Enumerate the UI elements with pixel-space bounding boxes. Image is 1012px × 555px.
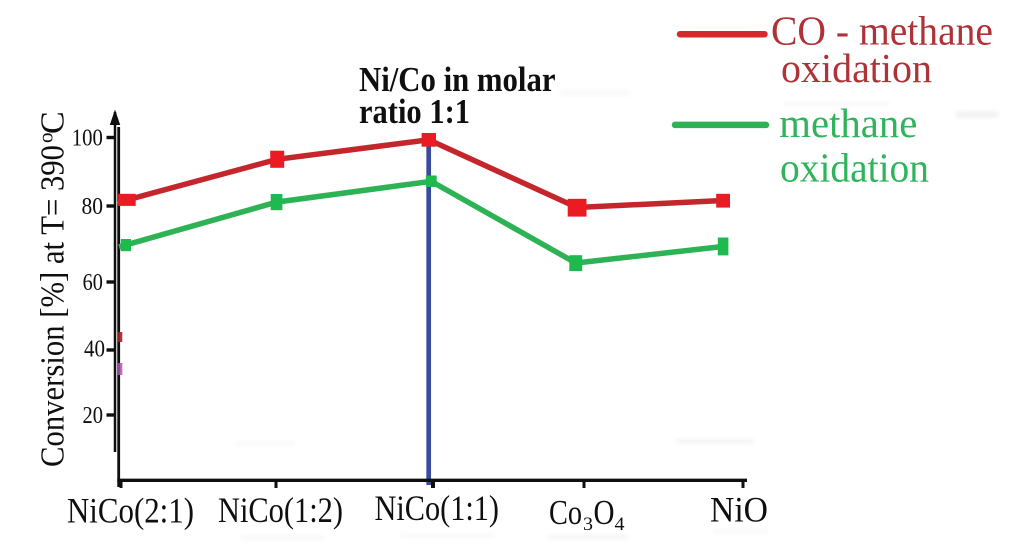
svg-text:Ni/Co in molar: Ni/Co in molar xyxy=(359,60,556,99)
svg-text:methane: methane xyxy=(779,100,917,146)
svg-text:oxidation: oxidation xyxy=(781,45,932,91)
svg-text:Conversion [%] at T= 390: Conversion [%] at T= 390 xyxy=(35,145,72,467)
svg-text:100: 100 xyxy=(72,126,103,152)
svg-text:80: 80 xyxy=(82,194,104,220)
svg-text:60: 60 xyxy=(83,270,103,296)
svg-text:C: C xyxy=(35,111,72,134)
svg-text:4: 4 xyxy=(615,514,626,535)
svg-text:20: 20 xyxy=(83,403,104,429)
svg-text:NiCo(1:2): NiCo(1:2) xyxy=(218,490,343,530)
svg-text:NiCo(2:1): NiCo(2:1) xyxy=(67,491,194,531)
svg-text:oxidation: oxidation xyxy=(780,145,929,191)
svg-text:3: 3 xyxy=(583,514,593,535)
svg-text:O: O xyxy=(594,493,615,532)
svg-text:ratio 1:1: ratio 1:1 xyxy=(359,92,470,131)
svg-text:NiO: NiO xyxy=(710,490,768,530)
svg-text:40: 40 xyxy=(84,337,105,363)
svg-text:NiCo(1:1): NiCo(1:1) xyxy=(375,488,500,528)
svg-text:Co: Co xyxy=(549,493,582,532)
svg-text:o: o xyxy=(34,133,58,144)
svg-text:CO - methane: CO - methane xyxy=(771,8,993,54)
